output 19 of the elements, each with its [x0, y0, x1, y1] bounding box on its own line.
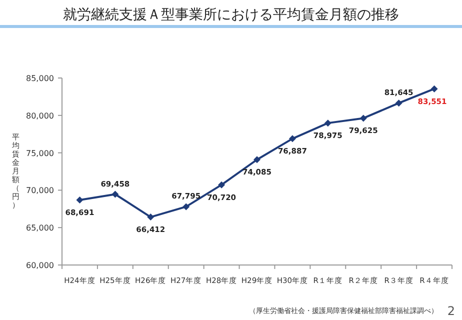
y-tick-label: 75,000	[26, 148, 54, 158]
point	[182, 203, 190, 210]
point	[360, 114, 367, 122]
point	[395, 100, 402, 107]
y-tick-label: 60,000	[26, 261, 54, 270]
text: 2	[447, 304, 455, 318]
point	[288, 135, 296, 142]
chart-title: 就労継続支援Ａ型事業所における平均賃金月額の推移	[63, 7, 399, 23]
y-tick-label: 85,000	[26, 74, 54, 83]
y-tick-label: 65,000	[26, 224, 54, 233]
point	[112, 190, 119, 198]
point	[254, 156, 260, 164]
y-tick-label: 70,000	[26, 186, 54, 196]
point	[76, 196, 84, 204]
point	[218, 181, 226, 188]
y-tick-label: 80,000	[26, 111, 54, 120]
point	[430, 85, 438, 92]
point	[147, 214, 154, 221]
point	[324, 120, 332, 127]
